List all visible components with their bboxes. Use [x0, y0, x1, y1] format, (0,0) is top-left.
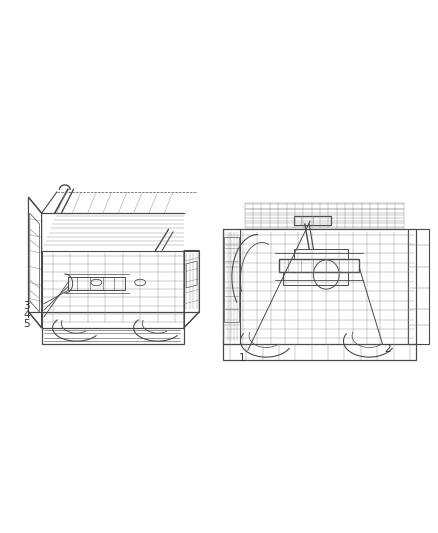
Text: 1: 1	[239, 353, 246, 363]
Text: 4: 4	[23, 310, 30, 320]
Text: 2: 2	[384, 344, 391, 354]
Text: 5: 5	[23, 319, 30, 328]
Text: 3: 3	[23, 302, 30, 311]
